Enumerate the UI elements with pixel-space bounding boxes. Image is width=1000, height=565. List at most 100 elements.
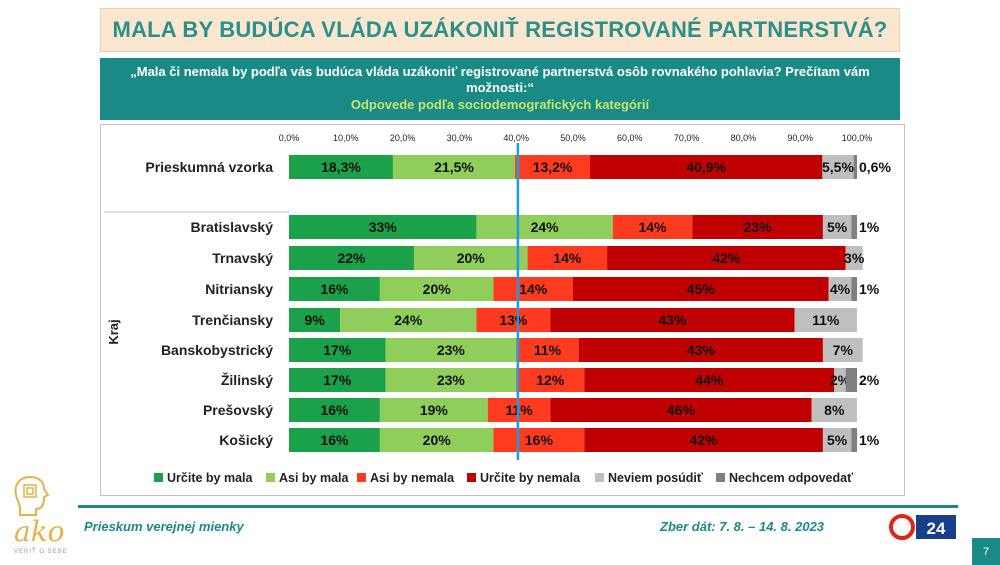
legend-label: Neviem posúdiť xyxy=(608,471,703,485)
bar-data-label: 11% xyxy=(505,402,533,418)
ako-logo-text: ako xyxy=(14,515,65,548)
row-category-label: Trenčiansky xyxy=(192,312,273,328)
bar-data-label: 9% xyxy=(304,312,325,328)
ako-logo: ako VERIŤ O SEBE xyxy=(10,475,72,560)
bar-segment xyxy=(289,368,386,392)
ako-head-icon xyxy=(14,475,50,516)
bar-data-label: 13% xyxy=(499,312,528,328)
tv-logo: 24 xyxy=(888,513,958,541)
bar-segment xyxy=(289,428,380,452)
bar-segment xyxy=(573,277,829,301)
x-tick-label: 0,0% xyxy=(279,133,300,143)
bar-data-label: 8% xyxy=(824,402,845,418)
bar-segment xyxy=(794,308,857,332)
legend-swatch xyxy=(595,473,604,482)
bar-data-label: 2% xyxy=(830,372,851,388)
bar-segment xyxy=(845,368,857,392)
bar-segment xyxy=(476,215,613,239)
bar-segment xyxy=(845,246,863,270)
bar-data-label: 21,5% xyxy=(434,159,474,175)
bar-segment xyxy=(413,246,528,270)
bar-data-label: 12% xyxy=(536,372,565,388)
bar-segment xyxy=(340,308,477,332)
group-label-kraj: Kraj xyxy=(106,319,121,344)
legend-swatch xyxy=(266,473,275,482)
bar-segment xyxy=(851,215,857,239)
tv-logo-box xyxy=(916,515,956,539)
bar-data-label: 4% xyxy=(830,281,851,297)
bar-data-label: 42% xyxy=(690,432,719,448)
bar-data-label: 20% xyxy=(423,281,452,297)
bar-data-label: 16% xyxy=(320,432,349,448)
bar-data-label: 3% xyxy=(844,250,865,266)
bar-segment xyxy=(516,368,585,392)
bar-segment xyxy=(392,155,516,179)
x-tick-label: 60,0% xyxy=(617,133,643,143)
bar-data-label: 14% xyxy=(639,219,668,235)
row-category-label: Bratislavský xyxy=(190,219,273,235)
x-tick-label: 100,0% xyxy=(842,133,873,143)
bar-data-label: 22% xyxy=(337,250,366,266)
bar-data-label: 20% xyxy=(457,250,486,266)
x-tick-label: 80,0% xyxy=(731,133,757,143)
bar-data-label: 1% xyxy=(859,432,880,448)
bar-segment xyxy=(289,398,380,422)
bar-data-label: 23% xyxy=(744,219,773,235)
bar-segment xyxy=(584,368,835,392)
bar-segment xyxy=(379,428,494,452)
bar-data-label: 46% xyxy=(667,402,696,418)
bar-segment xyxy=(822,428,852,452)
bar-segment xyxy=(851,428,857,452)
bar-segment xyxy=(289,338,386,362)
bar-data-label: 17% xyxy=(323,342,352,358)
bar-segment xyxy=(493,428,585,452)
bar-data-label: 13,2% xyxy=(533,159,573,175)
x-tick-label: 20,0% xyxy=(390,133,416,143)
x-tick-label: 90,0% xyxy=(787,133,813,143)
bar-data-label: 7% xyxy=(833,342,854,358)
bar-data-label: 20% xyxy=(423,432,452,448)
bar-segment xyxy=(834,368,846,392)
bar-data-label: 1% xyxy=(859,281,880,297)
legend-label: Určite by mala xyxy=(167,471,254,485)
page-title: MALA BY BUDÚCA VLÁDA UZÁKONIŤ REGISTROVA… xyxy=(112,17,888,42)
tv-logo-ring-icon xyxy=(889,514,915,540)
bar-segment xyxy=(692,215,823,239)
legend-label: Asi by nemala xyxy=(370,471,455,485)
title-banner: MALA BY BUDÚCA VLÁDA UZÁKONIŤ REGISTROVA… xyxy=(100,8,900,52)
bar-segment xyxy=(822,338,863,362)
legend-swatch xyxy=(154,473,163,482)
legend-swatch xyxy=(467,473,476,482)
bar-segment xyxy=(828,277,852,301)
bar-segment xyxy=(289,277,380,301)
page-number: 7 xyxy=(972,538,1000,565)
bar-data-label: 11% xyxy=(534,342,562,358)
bar-data-label: 14% xyxy=(519,281,548,297)
bar-data-label: 23% xyxy=(437,342,466,358)
bar-data-label: 19% xyxy=(420,402,449,418)
bar-segment xyxy=(515,155,591,179)
bar-segment xyxy=(385,338,517,362)
bar-data-label: 17% xyxy=(323,372,352,388)
bar-segment xyxy=(822,215,852,239)
bar-segment xyxy=(584,428,823,452)
bar-data-label: 2% xyxy=(859,372,880,388)
bar-segment xyxy=(607,246,846,270)
row-category-label: Košický xyxy=(219,432,273,448)
x-tick-label: 30,0% xyxy=(447,133,473,143)
question-text: „Mala či nemala by podľa vás budúca vlád… xyxy=(130,64,870,95)
footer-divider xyxy=(78,505,958,508)
bar-data-label: 33% xyxy=(369,219,398,235)
bar-segment xyxy=(612,215,693,239)
x-tick-label: 70,0% xyxy=(674,133,700,143)
bar-data-label: 11% xyxy=(812,312,840,328)
bar-segment xyxy=(550,398,812,422)
row-category-label: Prešovský xyxy=(203,402,273,418)
bar-segment xyxy=(289,155,393,179)
legend-swatch xyxy=(357,473,366,482)
bar-data-label: 5,5% xyxy=(822,159,854,175)
bar-segment xyxy=(493,277,573,301)
bar-segment xyxy=(578,338,823,362)
bar-data-label: 16% xyxy=(320,402,349,418)
bar-segment xyxy=(385,368,517,392)
